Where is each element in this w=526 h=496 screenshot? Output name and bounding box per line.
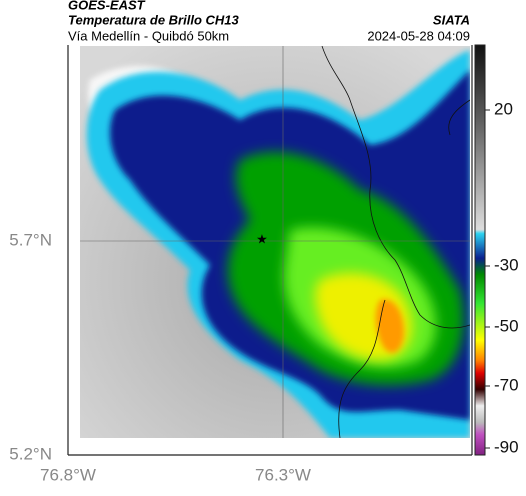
- org: SIATA: [433, 12, 470, 27]
- colorbar-label: -50: [494, 316, 519, 335]
- colorbar-ticks: 20 -30 -50 -70 -90: [485, 99, 519, 456]
- lon-label: 76.3°W: [255, 465, 311, 484]
- lon-label: 76.8°W: [40, 465, 96, 484]
- cloud-orange: [375, 299, 405, 353]
- colorbar: [474, 44, 486, 456]
- source: GOES-EAST: [68, 0, 146, 12]
- colorbar-label: -30: [494, 255, 519, 274]
- border: [338, 99, 470, 438]
- satellite-image: ★: [80, 46, 470, 438]
- colorbar-label: -90: [494, 437, 519, 456]
- title: Temperatura de Brillo CH13: [68, 12, 240, 27]
- border: [321, 46, 470, 329]
- lat-label: 5.2°N: [9, 444, 52, 463]
- colorbar-label: 20: [494, 99, 513, 118]
- lat-label: 5.7°N: [9, 230, 52, 249]
- datetime: 2024-05-28 04:09: [367, 28, 470, 43]
- route: Vía Medellín - Quibdó 50km: [68, 28, 229, 43]
- colorbar-label: -70: [494, 375, 519, 394]
- marker-star: ★: [256, 231, 268, 246]
